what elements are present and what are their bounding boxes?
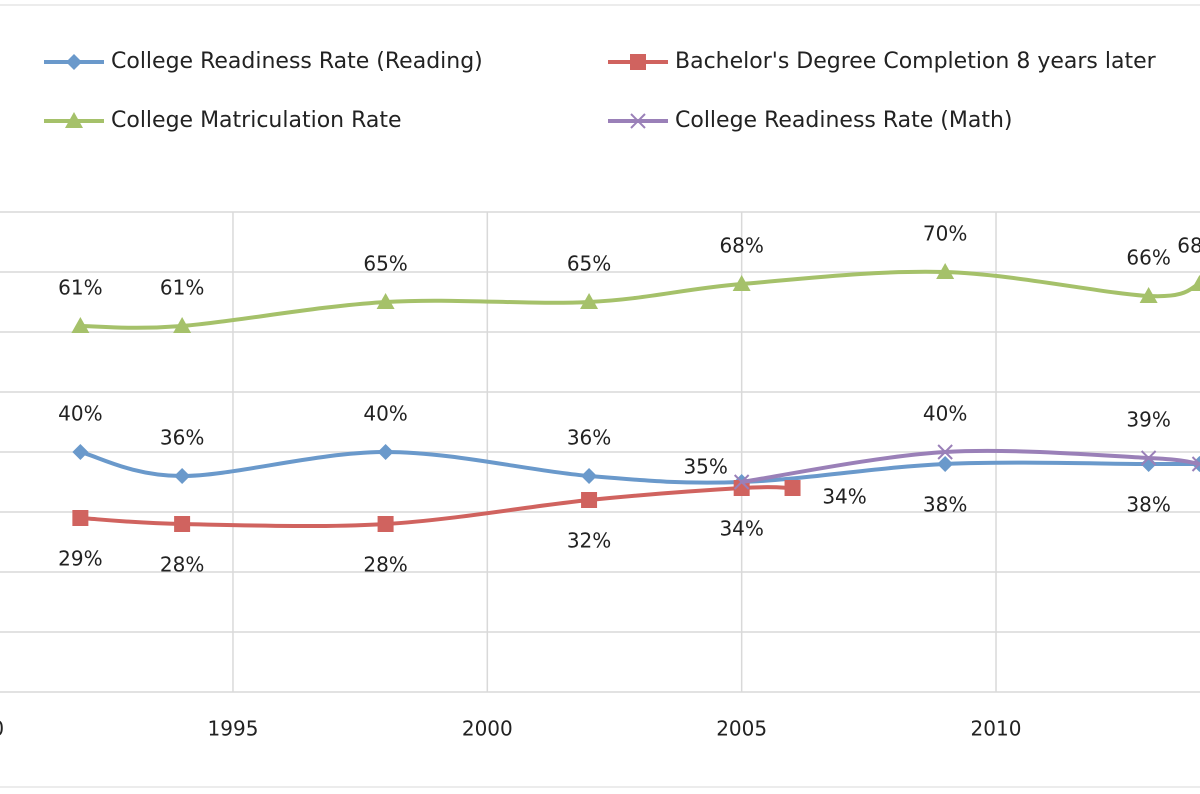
data-label: 36% [160, 426, 204, 450]
legend-label: College Matriculation Rate [111, 108, 402, 133]
marker [72, 444, 89, 460]
marker [733, 474, 750, 490]
data-label: 40% [923, 402, 967, 426]
marker [580, 293, 599, 309]
series-line [741, 448, 1200, 484]
data-label: 38% [1126, 493, 1170, 517]
data-label: 35% [683, 455, 727, 479]
data-label: 38% [923, 493, 967, 517]
data-label: 61% [160, 276, 204, 300]
series-line [79, 449, 1200, 485]
legend-item: Bachelor's Degree Completion 8 years lat… [608, 49, 1157, 74]
marker [174, 468, 191, 484]
data-label: 40% [363, 402, 407, 426]
marker [71, 317, 90, 333]
marker [1191, 456, 1200, 472]
x-tick-label: 1995 [208, 717, 259, 741]
legend-item: College Readiness Rate (Reading) [44, 49, 483, 74]
marker [733, 480, 750, 496]
data-label: 32% [567, 529, 611, 553]
data-label: 68% [719, 234, 763, 258]
marker [630, 54, 646, 70]
data-label: 66% [1126, 246, 1170, 270]
x-tick-label: 1990 [0, 717, 4, 741]
marker [173, 317, 192, 333]
marker [174, 516, 191, 532]
marker [581, 468, 598, 484]
data-label: 34% [822, 485, 866, 509]
marker [66, 54, 82, 70]
marker [630, 113, 646, 129]
marker [784, 480, 801, 496]
marker [377, 516, 394, 532]
legend-item: College Readiness Rate (Math) [608, 108, 1013, 133]
data-label: 34% [719, 517, 763, 541]
marker [937, 444, 953, 460]
series-line [80, 269, 1200, 330]
data-label: 65% [363, 252, 407, 276]
data-label: 68% [1177, 234, 1200, 258]
data-label: 39% [1126, 408, 1170, 432]
legend-item: College Matriculation Rate [44, 108, 402, 133]
data-label: 28% [160, 553, 204, 577]
marker [376, 293, 395, 309]
x-tick-label: 2000 [462, 717, 513, 741]
marker [732, 275, 751, 291]
chart-border [0, 4, 1200, 788]
data-label: 61% [58, 276, 102, 300]
marker [937, 456, 954, 472]
data-label: 28% [363, 553, 407, 577]
data-label: 70% [923, 222, 967, 246]
x-tick-label: 2005 [716, 717, 767, 741]
x-tick-label: 2010 [971, 717, 1022, 741]
legend-label: Bachelor's Degree Completion 8 years lat… [675, 49, 1157, 74]
marker [65, 112, 83, 128]
marker [581, 492, 598, 508]
marker [936, 263, 955, 279]
marker [1140, 450, 1157, 466]
data-label: 29% [58, 547, 102, 571]
marker [1190, 275, 1200, 291]
marker [1139, 287, 1158, 303]
marker [377, 444, 394, 460]
legend-label: College Readiness Rate (Reading) [111, 49, 483, 74]
data-label: 65% [567, 252, 611, 276]
data-label: 36% [567, 426, 611, 450]
marker [72, 510, 89, 526]
legend-label: College Readiness Rate (Math) [675, 108, 1013, 133]
data-label: 40% [58, 402, 102, 426]
